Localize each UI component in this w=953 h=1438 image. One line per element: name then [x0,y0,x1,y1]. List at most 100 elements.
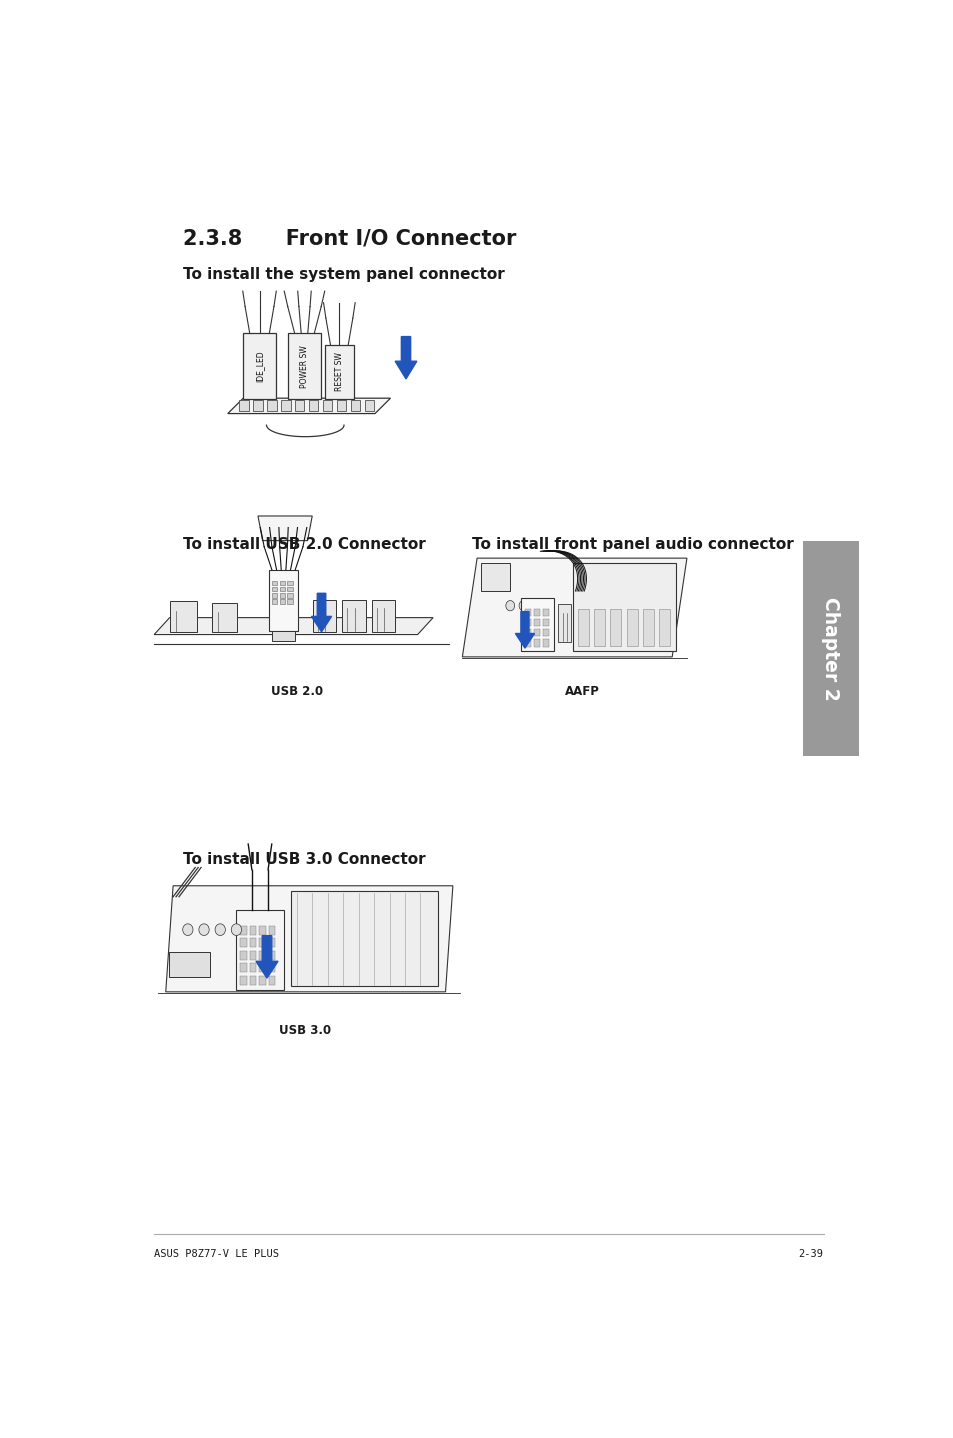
FancyBboxPatch shape [235,910,283,991]
FancyBboxPatch shape [558,604,571,643]
FancyBboxPatch shape [170,952,210,978]
Text: POWER SW: POWER SW [299,345,309,388]
FancyBboxPatch shape [212,603,236,633]
FancyBboxPatch shape [279,587,285,591]
Text: To install USB 2.0 Connector: To install USB 2.0 Connector [183,536,425,552]
FancyBboxPatch shape [351,400,360,411]
Text: 2-39: 2-39 [798,1250,822,1260]
Ellipse shape [214,923,225,936]
FancyBboxPatch shape [269,976,275,985]
FancyBboxPatch shape [572,564,675,651]
FancyBboxPatch shape [259,951,266,959]
FancyBboxPatch shape [272,587,277,591]
Polygon shape [255,936,277,978]
FancyBboxPatch shape [287,600,293,604]
FancyBboxPatch shape [259,976,266,985]
FancyBboxPatch shape [269,569,298,631]
FancyBboxPatch shape [610,610,620,646]
FancyBboxPatch shape [250,926,256,935]
FancyBboxPatch shape [542,618,548,626]
FancyBboxPatch shape [534,628,539,637]
FancyBboxPatch shape [240,976,247,985]
FancyBboxPatch shape [542,628,548,637]
FancyBboxPatch shape [279,592,285,598]
Polygon shape [311,594,332,631]
FancyBboxPatch shape [534,618,539,626]
Text: ASUS P8Z77-V LE PLUS: ASUS P8Z77-V LE PLUS [154,1250,279,1260]
FancyBboxPatch shape [336,400,346,411]
FancyBboxPatch shape [542,640,548,647]
FancyBboxPatch shape [243,334,275,398]
Text: To install USB 3.0 Connector: To install USB 3.0 Connector [183,853,425,867]
FancyBboxPatch shape [642,610,653,646]
Text: USB 3.0: USB 3.0 [279,1024,331,1037]
FancyBboxPatch shape [324,345,354,398]
Polygon shape [462,558,686,657]
FancyBboxPatch shape [594,610,604,646]
FancyBboxPatch shape [250,963,256,972]
FancyBboxPatch shape [253,400,262,411]
FancyBboxPatch shape [269,951,275,959]
FancyBboxPatch shape [365,400,374,411]
FancyBboxPatch shape [287,592,293,598]
FancyBboxPatch shape [524,618,530,626]
FancyBboxPatch shape [542,608,548,615]
FancyBboxPatch shape [342,600,365,633]
FancyBboxPatch shape [259,926,266,935]
FancyBboxPatch shape [287,587,293,591]
FancyBboxPatch shape [524,628,530,637]
FancyBboxPatch shape [272,631,294,641]
Polygon shape [228,398,390,414]
FancyBboxPatch shape [269,939,275,948]
FancyBboxPatch shape [250,939,256,948]
Text: USB 2.0: USB 2.0 [272,686,323,699]
FancyBboxPatch shape [240,926,247,935]
Text: Chapter 2: Chapter 2 [821,597,840,700]
Ellipse shape [505,601,514,611]
FancyBboxPatch shape [281,400,291,411]
FancyBboxPatch shape [267,400,276,411]
Polygon shape [257,516,312,541]
Text: To install front panel audio connector: To install front panel audio connector [472,536,793,552]
Text: RESET SW: RESET SW [335,352,343,391]
FancyBboxPatch shape [524,640,530,647]
FancyBboxPatch shape [272,581,277,585]
FancyBboxPatch shape [272,600,277,604]
FancyBboxPatch shape [287,581,293,585]
Text: 2.3.8      Front I/O Connector: 2.3.8 Front I/O Connector [183,229,516,249]
FancyBboxPatch shape [239,400,249,411]
FancyBboxPatch shape [250,951,256,959]
FancyBboxPatch shape [313,600,335,633]
Ellipse shape [532,601,540,611]
Ellipse shape [182,923,193,936]
Polygon shape [515,611,534,649]
FancyBboxPatch shape [279,581,285,585]
FancyBboxPatch shape [291,892,437,986]
Polygon shape [166,886,453,992]
FancyBboxPatch shape [309,400,318,411]
FancyBboxPatch shape [372,600,395,633]
FancyBboxPatch shape [323,400,332,411]
FancyBboxPatch shape [272,592,277,598]
FancyBboxPatch shape [626,610,637,646]
FancyBboxPatch shape [240,951,247,959]
FancyBboxPatch shape [520,598,554,651]
FancyBboxPatch shape [534,640,539,647]
FancyBboxPatch shape [240,939,247,948]
FancyBboxPatch shape [269,963,275,972]
FancyBboxPatch shape [534,608,539,615]
FancyBboxPatch shape [288,334,320,398]
Ellipse shape [198,923,209,936]
FancyBboxPatch shape [294,400,304,411]
Text: AAFP: AAFP [564,686,598,699]
Polygon shape [395,336,416,380]
Text: IDE_LED: IDE_LED [254,351,264,383]
FancyBboxPatch shape [269,926,275,935]
FancyBboxPatch shape [659,610,669,646]
Ellipse shape [518,601,527,611]
FancyBboxPatch shape [578,610,588,646]
Polygon shape [154,617,433,634]
FancyBboxPatch shape [240,963,247,972]
FancyBboxPatch shape [279,600,285,604]
FancyBboxPatch shape [170,601,196,633]
